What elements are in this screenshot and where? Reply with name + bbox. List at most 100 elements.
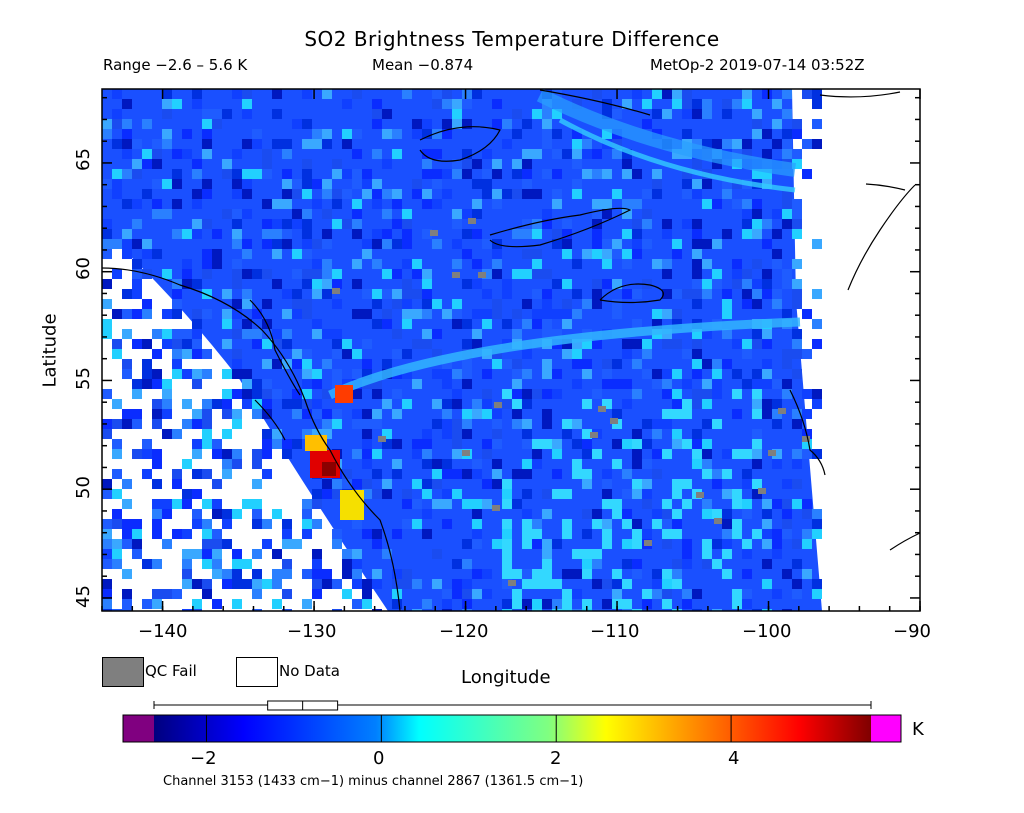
swath-pixel: [502, 359, 512, 369]
swath-pixel: [622, 469, 632, 479]
swath-pixel: [282, 309, 292, 319]
swath-pixel: [202, 219, 212, 229]
swath-pixel: [732, 529, 742, 539]
swath-pixel: [552, 579, 562, 589]
swath-pixel: [412, 269, 422, 279]
swath-pixel: [622, 579, 632, 589]
swath-pixel: [122, 409, 132, 419]
swath-pixel: [722, 139, 732, 149]
swath-pixel: [262, 149, 272, 159]
swath-pixel: [322, 429, 332, 439]
swath-pixel: [572, 439, 582, 449]
swath-pixel: [142, 449, 152, 459]
swath-pixel: [112, 549, 122, 559]
swath-pixel: [462, 589, 472, 599]
swath-pixel: [792, 129, 802, 139]
swath-pixel: [312, 579, 322, 589]
swath-pixel: [202, 559, 212, 569]
swath-pixel: [432, 499, 442, 509]
swath-pixel: [282, 569, 292, 579]
swath-pixel: [512, 129, 522, 139]
swath-pixel: [532, 309, 542, 319]
swath-pixel: [192, 469, 202, 479]
swath-pixel: [782, 199, 792, 209]
swath-pixel: [632, 539, 642, 549]
swath-pixel: [182, 459, 192, 469]
swath-pixel: [782, 569, 792, 579]
swath-pixel: [112, 179, 122, 189]
swath-pixel: [462, 369, 472, 379]
swath-pixel: [522, 489, 532, 499]
swath-pixel: [202, 289, 212, 299]
swath-pixel: [742, 229, 752, 239]
swath-pixel: [722, 99, 732, 109]
swath-pixel: [252, 519, 262, 529]
swath-pixel: [152, 499, 162, 509]
swath-pixel: [512, 589, 522, 599]
qc-fail-label: QC Fail: [145, 662, 197, 680]
swath-pixel: [782, 89, 792, 99]
swath-pixel: [242, 99, 252, 109]
swath-pixel: [412, 259, 422, 269]
swath-pixel: [692, 219, 702, 229]
y-axis-label: Latitude: [39, 313, 61, 388]
swath-pixel: [352, 209, 362, 219]
swath-pixel: [212, 229, 222, 239]
swath-pixel: [222, 389, 232, 399]
swath-pixel: [112, 349, 122, 359]
swath-pixel: [622, 169, 632, 179]
swath-pixel: [662, 109, 672, 119]
swath-pixel: [462, 89, 472, 99]
swath-pixel: [642, 439, 652, 449]
swath-pixel: [192, 159, 202, 169]
swath-pixel: [472, 399, 482, 409]
swath-pixel: [742, 339, 752, 349]
swath-pixel: [242, 559, 252, 569]
swath-pixel: [562, 589, 572, 599]
swath-pixel: [312, 179, 322, 189]
swath-pixel: [812, 89, 822, 99]
swath-pixel: [662, 389, 672, 399]
swath-pixel: [182, 269, 192, 279]
swath-pixel: [722, 309, 732, 319]
swath-pixel: [312, 319, 322, 329]
swath-pixel: [762, 219, 772, 229]
swath-pixel: [692, 259, 702, 269]
swath-pixel: [752, 409, 762, 419]
swath-pixel: [312, 429, 322, 439]
swath-pixel: [352, 369, 362, 379]
swath-pixel: [572, 179, 582, 189]
swath-pixel: [712, 199, 722, 209]
swath-pixel: [212, 479, 222, 489]
plot-frame: [101, 88, 921, 612]
swath-pixel: [772, 589, 782, 599]
swath-pixel: [102, 229, 112, 239]
swath-pixel: [672, 319, 682, 329]
swath-pixel: [692, 609, 702, 611]
swath-pixel: [512, 169, 522, 179]
swath-pixel: [692, 389, 702, 399]
swath-pixel: [442, 469, 452, 479]
swath-pixel: [402, 259, 412, 269]
swath-pixel: [112, 89, 122, 99]
swath-pixel: [692, 459, 702, 469]
swath-pixel: [332, 269, 342, 279]
swath-pixel: [242, 89, 252, 99]
swath-pixel: [462, 339, 472, 349]
swath-pixel: [692, 339, 702, 349]
swath-pixel: [152, 479, 162, 489]
swath-pixel: [232, 269, 242, 279]
swath-pixel: [212, 539, 222, 549]
swath-layer: [102, 89, 920, 611]
swath-pixel: [252, 549, 262, 559]
swath-pixel: [662, 499, 672, 509]
swath-pixel: [222, 409, 232, 419]
swath-pixel: [412, 479, 422, 489]
swath-pixel: [212, 529, 222, 539]
swath-pixel: [222, 369, 232, 379]
swath-pixel: [642, 599, 652, 609]
swath-pixel: [452, 589, 462, 599]
swath-pixel: [472, 209, 482, 219]
swath-pixel: [252, 169, 262, 179]
swath-pixel: [452, 119, 462, 129]
